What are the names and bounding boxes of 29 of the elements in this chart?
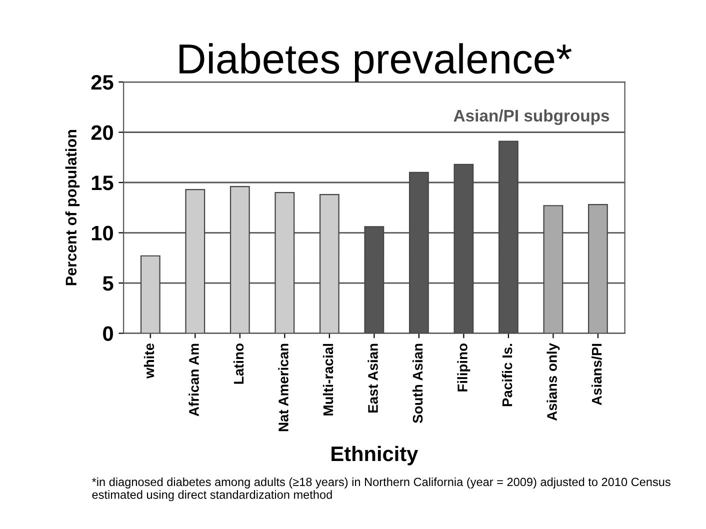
y-tick-label: 0 [103, 326, 113, 342]
x-tick-label: Latino [233, 344, 244, 384]
bar [140, 255, 160, 334]
y-tick-label: 20 [91, 125, 113, 140]
x-tick-label: Asians only [546, 343, 560, 421]
y-tick-label: 5 [102, 276, 114, 291]
y-tick-label: 25 [91, 74, 114, 90]
bar [588, 204, 608, 334]
x-tick-label: Filipino [457, 344, 470, 392]
y-axis-title: Percent of population [65, 130, 80, 286]
bar [274, 192, 295, 334]
bar [319, 194, 340, 334]
x-tick-label: Pacific Is. [502, 344, 512, 406]
x-tick-label: white [144, 343, 154, 379]
annotation: Asian/PI subgroups [454, 109, 610, 125]
x-tick-label: Asians/PI [591, 344, 602, 406]
x-tick-label: East Asian [368, 344, 378, 413]
chart-title: Diabetes prevalence* [180, 43, 572, 82]
x-tick-label: South Asian [412, 344, 423, 424]
y-tick-label: 15 [92, 176, 114, 190]
x-tick-label: Multi-racial [322, 344, 334, 416]
x-axis-title: Ethnicity [332, 446, 418, 466]
text: *in diagnosed diabetes among adults (≥18 years) in Northern California (year = 2009) adjusted to 2010 Census estimated using direct standardization method [92, 477, 670, 502]
bar [543, 205, 564, 334]
x-tick-label: African Am [188, 344, 199, 416]
bar [230, 186, 250, 334]
y-tick-label: 10 [92, 226, 113, 241]
x-tick-label: Nat American [278, 344, 288, 432]
bar [185, 188, 206, 334]
